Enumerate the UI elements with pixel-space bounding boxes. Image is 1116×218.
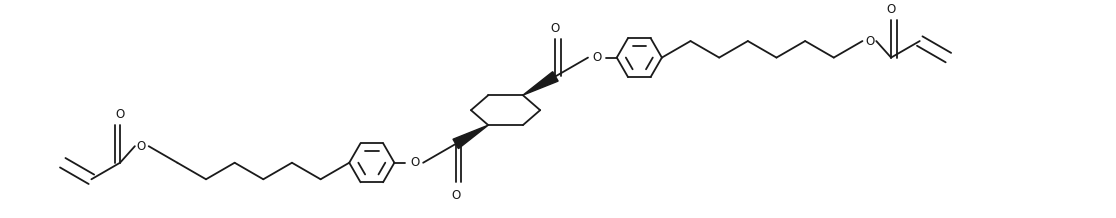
Text: O: O (865, 34, 875, 48)
Text: O: O (591, 51, 602, 64)
Text: O: O (551, 22, 560, 35)
Polygon shape (523, 72, 558, 95)
Text: O: O (410, 156, 420, 169)
Text: O: O (886, 3, 896, 16)
Text: O: O (136, 140, 146, 153)
Polygon shape (453, 125, 489, 149)
Text: O: O (115, 108, 125, 121)
Text: O: O (451, 189, 460, 203)
